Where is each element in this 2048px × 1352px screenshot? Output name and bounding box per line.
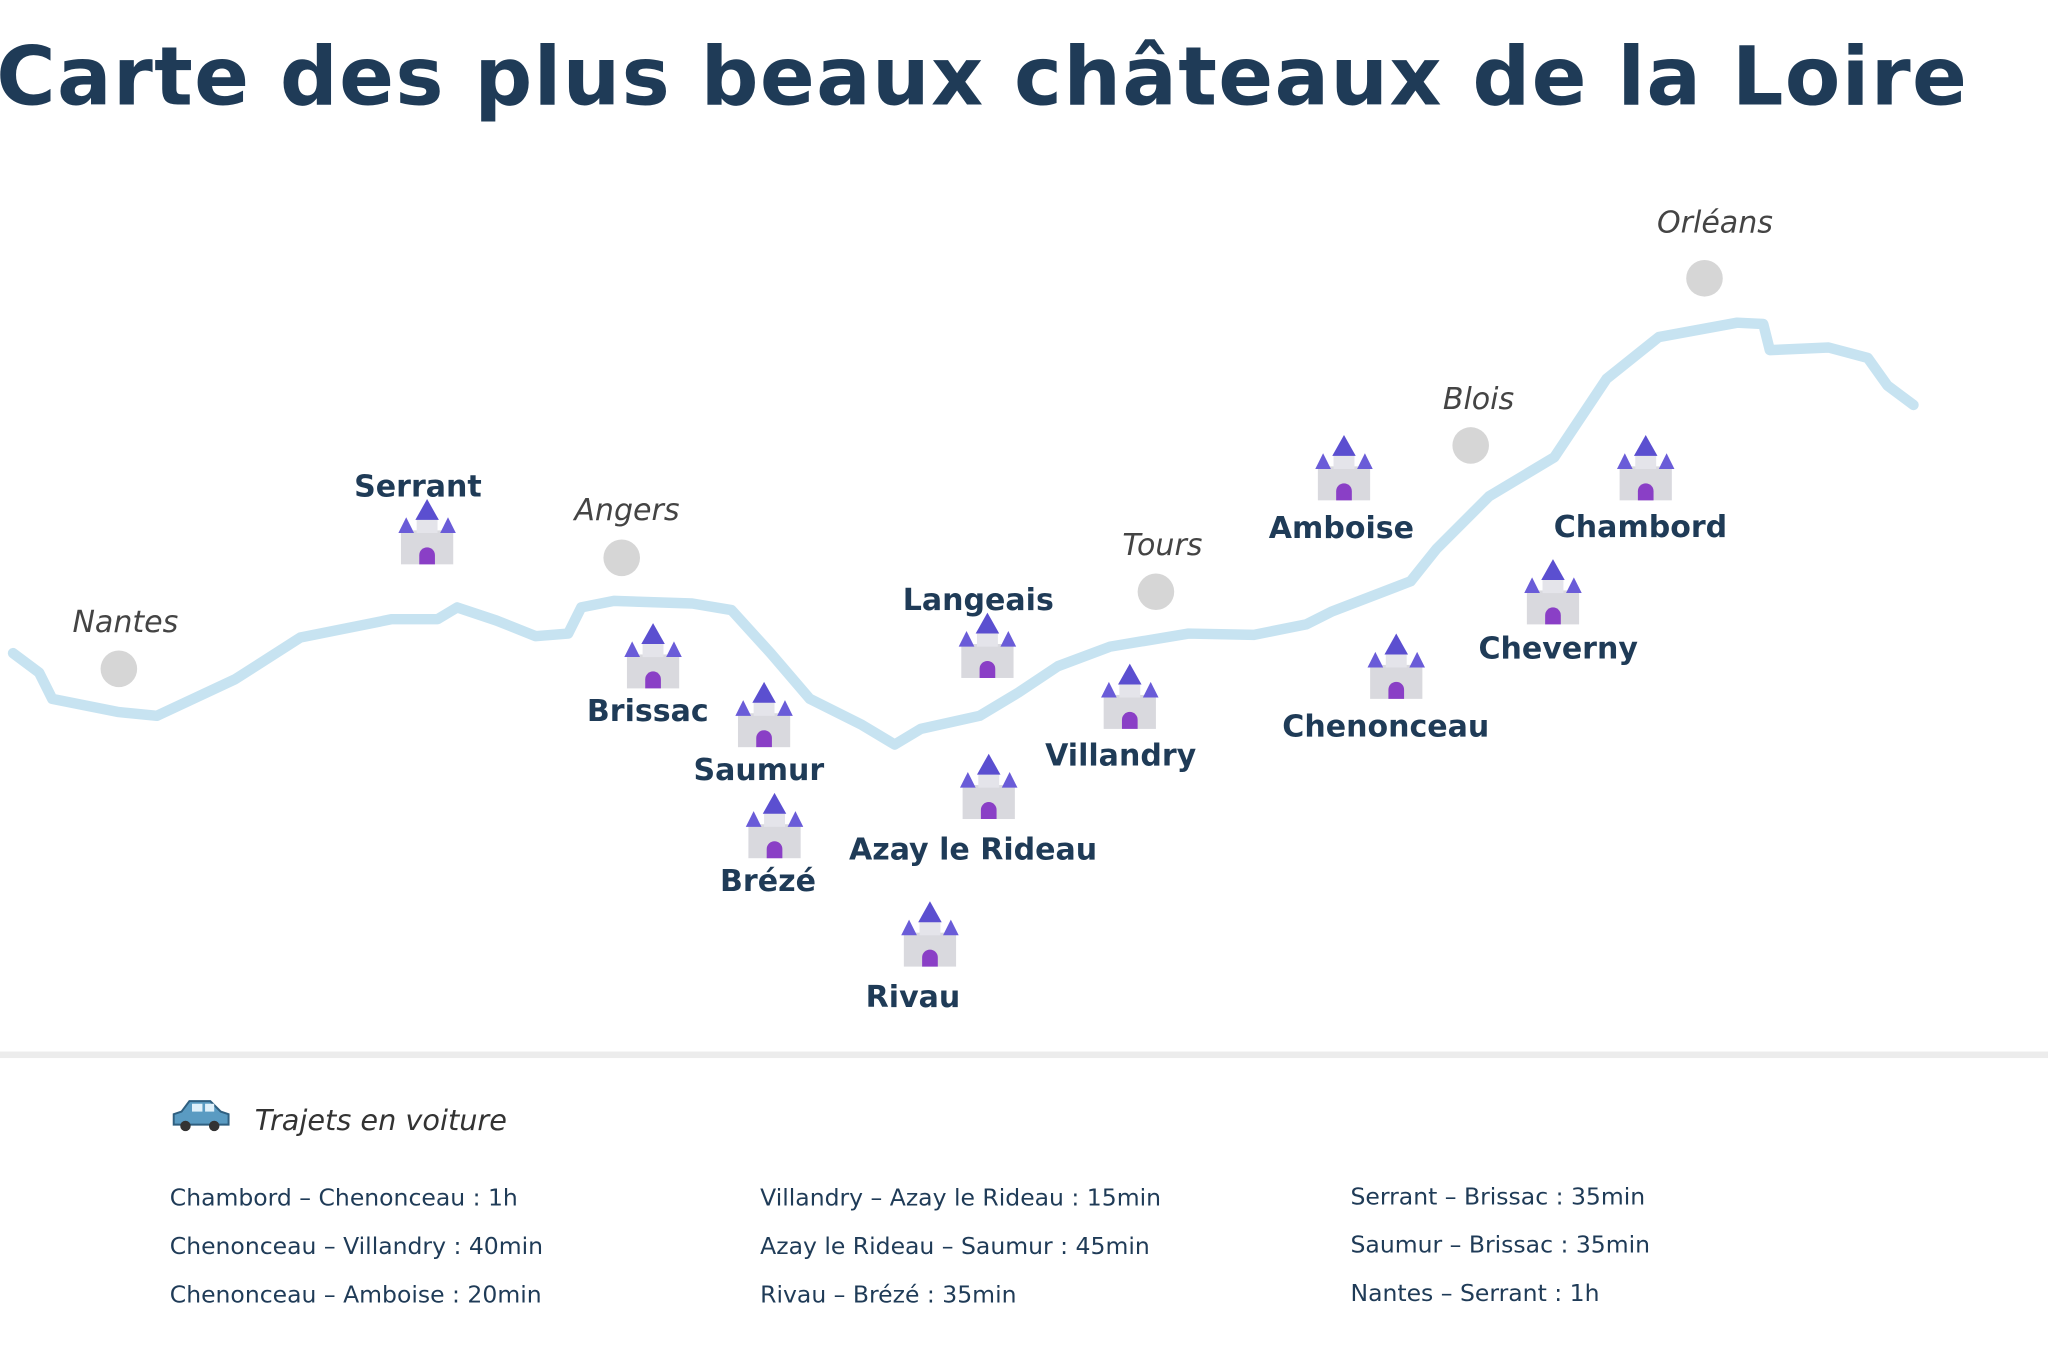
castle-icon	[1315, 435, 1373, 501]
route: Villandry – Azay le Rideau : 15min	[760, 1184, 1161, 1212]
castle-icon	[1101, 663, 1159, 729]
separator	[0, 1051, 2048, 1059]
castle-icon	[398, 499, 456, 565]
city-label: Orléans	[1657, 206, 1773, 241]
route: Nantes – Serrant : 1h	[1351, 1279, 1600, 1307]
castle-label: Rivau	[866, 980, 961, 1015]
route: Azay le Rideau – Saumur : 45min	[760, 1232, 1150, 1260]
route: Saumur – Brissac : 35min	[1351, 1231, 1651, 1259]
castle-icon	[1616, 435, 1675, 501]
castle-label: Langeais	[903, 583, 1054, 618]
title: Carte des plus beaux châteaux de la Loir…	[0, 31, 1968, 125]
city-dot	[1686, 260, 1723, 297]
city-dot	[603, 539, 640, 577]
route: Serrant – Brissac : 35min	[1351, 1182, 1646, 1210]
city-label: Tours	[1122, 528, 1202, 563]
route: Chambord – Chenonceau : 1h	[170, 1184, 518, 1212]
castle-icon	[958, 612, 1017, 678]
castle-icon	[901, 901, 959, 967]
car-icon	[172, 1100, 230, 1132]
castle-label: Brézé	[720, 864, 816, 899]
castle-label: Amboise	[1269, 511, 1414, 546]
castle-icon	[624, 623, 682, 689]
castle-label: Azay le Rideau	[849, 833, 1097, 868]
castle-icon	[960, 753, 1018, 820]
route: Chenonceau – Amboise : 20min	[170, 1280, 542, 1308]
castle-label: Chambord	[1554, 510, 1727, 545]
city-label: Nantes	[72, 605, 178, 640]
route: Rivau – Brézé : 35min	[760, 1280, 1016, 1308]
cities	[100, 260, 1723, 688]
castle-label: Saumur	[693, 753, 824, 788]
castle-icon	[1367, 633, 1425, 699]
city-dot	[1452, 427, 1489, 464]
castle-icon	[1524, 559, 1582, 625]
city-label: Blois	[1443, 382, 1515, 417]
city-dot	[100, 650, 138, 688]
castle-label: Villandry	[1045, 738, 1197, 773]
city-label: Angers	[572, 493, 679, 528]
castle-label: Brissac	[587, 694, 709, 729]
castle-label: Cheverny	[1478, 631, 1638, 666]
river	[7, 317, 1919, 750]
castle-icon	[735, 681, 793, 748]
castle-icon	[745, 792, 804, 859]
castle-label: Chenonceau	[1282, 710, 1489, 745]
route: Chenonceau – Villandry : 40min	[170, 1232, 543, 1260]
castle-label: Serrant	[354, 469, 482, 504]
city-dot	[1137, 573, 1175, 611]
legend-title: Trajets en voiture	[255, 1103, 507, 1137]
